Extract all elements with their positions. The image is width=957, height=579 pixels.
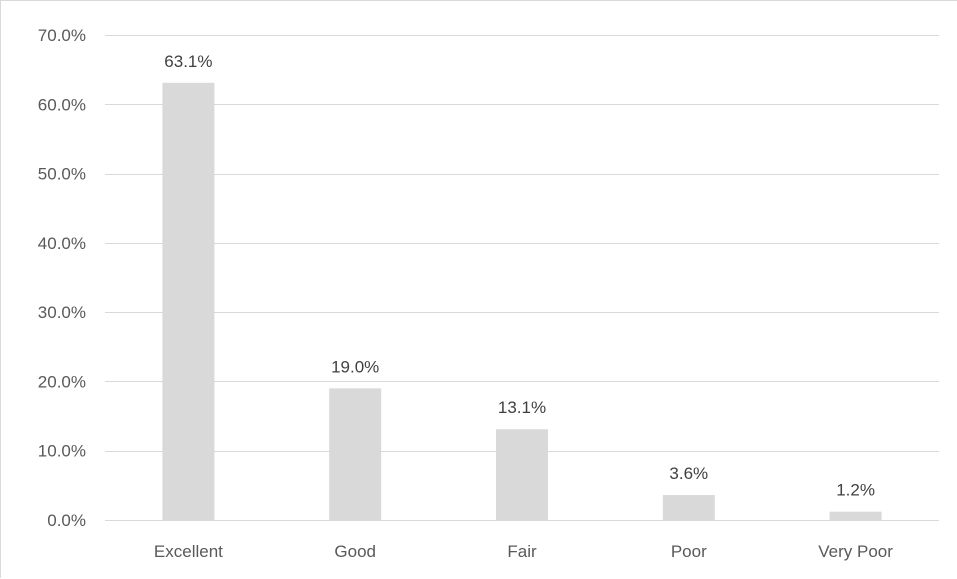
y-tick-label: 60.0% <box>38 95 86 114</box>
data-label: 1.2% <box>836 481 875 500</box>
bar-very-poor <box>829 511 882 520</box>
y-tick-label: 20.0% <box>38 372 86 391</box>
data-label: 3.6% <box>669 464 708 483</box>
bar-fair <box>496 429 548 520</box>
x-axis-tick-labels: Excellent Good Fair Poor Very Poor <box>154 542 893 561</box>
x-tick-label: Fair <box>507 542 537 561</box>
y-tick-label: 40.0% <box>38 234 86 253</box>
bar-excellent <box>162 82 215 521</box>
data-label: 13.1% <box>498 398 546 417</box>
y-tick-label: 50.0% <box>38 165 86 184</box>
bar-good <box>329 388 382 520</box>
y-tick-label: 30.0% <box>38 303 86 322</box>
y-tick-label: 0.0% <box>47 511 86 530</box>
data-labels: 63.1% 19.0% 13.1% 3.6% 1.2% <box>164 52 875 500</box>
x-tick-label: Very Poor <box>818 542 893 561</box>
gridlines <box>105 35 939 521</box>
y-tick-label: 10.0% <box>38 442 86 461</box>
x-tick-label: Poor <box>671 542 707 561</box>
y-tick-label: 70.0% <box>38 26 86 45</box>
bars <box>162 82 882 521</box>
x-tick-label: Good <box>334 542 376 561</box>
bar-poor <box>662 495 715 520</box>
data-label: 19.0% <box>331 357 379 376</box>
data-label: 63.1% <box>164 52 212 71</box>
x-tick-label: Excellent <box>154 542 223 561</box>
y-axis-tick-labels: 0.0% 10.0% 20.0% 30.0% 40.0% 50.0% 60.0% 70.0% <box>38 26 86 530</box>
